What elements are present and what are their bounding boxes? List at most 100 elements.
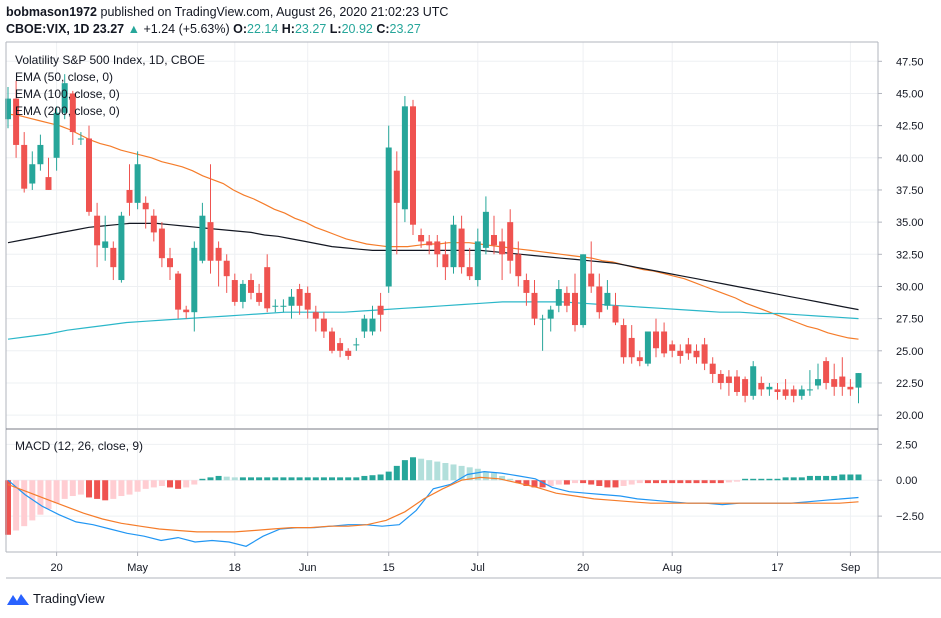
legend-ema200[interactable]: EMA (200, close, 0) — [15, 104, 120, 118]
candle-body — [450, 224, 457, 268]
macd-histogram-bar — [604, 480, 611, 488]
macd-histogram-bar — [653, 480, 659, 484]
symbol-label[interactable]: CBOE:VIX, 1D — [6, 22, 90, 36]
candle-body — [709, 363, 716, 374]
candle-body — [531, 292, 538, 319]
tradingview-brand[interactable]: TradingView — [6, 591, 105, 606]
candle — [572, 273, 578, 332]
candle-body — [410, 106, 416, 225]
candle — [466, 247, 473, 281]
candle-body — [442, 254, 449, 268]
macd-histogram-bar — [628, 480, 635, 485]
macd-histogram-bar — [782, 477, 789, 481]
author-name[interactable]: bobmason1972 — [6, 5, 98, 19]
price-tick-label: 40.00 — [896, 153, 924, 165]
ohlc-line: CBOE:VIX, 1D 23.27 ▲ +1.24 (+5.63%) O:22… — [6, 22, 421, 36]
candle-body — [53, 112, 60, 158]
macd-axis[interactable]: 2.50 0.00 −2.50 — [878, 439, 924, 523]
macd-histogram-bar — [499, 475, 506, 481]
macd-histogram-bar — [742, 478, 749, 481]
candle — [823, 357, 830, 390]
candle — [134, 151, 141, 210]
candle — [701, 337, 708, 371]
candle — [693, 344, 700, 364]
legend-ema50[interactable]: EMA (50, close, 0) — [15, 70, 113, 84]
candle-body — [5, 98, 11, 120]
macd-histogram-bar — [596, 480, 603, 486]
publish-line: bobmason1972 published on TradingView.co… — [6, 5, 448, 19]
candle-body — [734, 376, 740, 392]
macd-histogram-bar — [353, 477, 360, 481]
candle-body — [831, 379, 838, 387]
macd-histogram-bar — [555, 480, 562, 485]
macd-histogram — [5, 457, 862, 535]
macd-histogram-bar — [150, 480, 157, 488]
candle — [86, 125, 92, 216]
candle — [669, 340, 676, 358]
time-tick-label: 18 — [229, 562, 241, 574]
open-label: O: — [233, 22, 248, 36]
macd-histogram-bar — [612, 480, 619, 488]
macd-histogram-bar — [450, 464, 457, 481]
time-axis[interactable]: 20 May 18 Jun 15 Jul 20 Aug 17 Sep — [50, 552, 860, 574]
candle-body — [329, 331, 335, 351]
candle — [199, 202, 206, 264]
candle — [320, 312, 327, 338]
close-value: 23.27 — [389, 22, 421, 36]
macd-histogram-bar — [644, 480, 651, 484]
time-tick-label: 15 — [383, 562, 395, 574]
candle-body — [385, 147, 392, 287]
candle — [207, 164, 214, 274]
candle — [361, 314, 368, 338]
macd-tick-label: −2.50 — [896, 511, 924, 523]
macd-histogram-bar — [239, 477, 246, 481]
candle-body — [13, 98, 20, 145]
price-tick-label: 32.50 — [896, 249, 924, 261]
candle — [345, 348, 352, 360]
candle-body — [61, 83, 68, 113]
candle — [183, 305, 190, 319]
macd-histogram-bar — [385, 471, 392, 481]
candle-body — [806, 389, 813, 391]
published-text: published on TradingView.com, August 26,… — [100, 5, 449, 19]
price-tick-label: 25.00 — [896, 346, 924, 358]
candle — [5, 87, 11, 129]
price-tick-label: 37.50 — [896, 185, 924, 197]
high-label: H: — [281, 22, 295, 36]
candle-body — [29, 164, 36, 184]
candle — [580, 254, 587, 328]
candle — [482, 196, 489, 255]
macd-histogram-bar — [191, 480, 198, 485]
candle-body — [77, 138, 84, 140]
candle — [118, 211, 125, 283]
macd-histogram-bar — [288, 477, 295, 481]
candle-body — [685, 344, 692, 354]
chart-legend: Volatility S&P 500 Index, 1D, CBOE EMA (… — [15, 53, 205, 453]
candle-body — [823, 361, 830, 383]
macd-histogram-bar — [693, 480, 700, 484]
candle-body — [134, 164, 141, 203]
candle-body — [45, 177, 52, 190]
candle — [604, 280, 611, 310]
macd-histogram-bar — [377, 474, 384, 481]
price-axis[interactable]: 20.00 22.50 25.00 27.50 30.00 32.50 35.00 37.50… — [878, 56, 924, 422]
candle — [223, 254, 230, 293]
candle — [304, 286, 311, 319]
candle — [612, 292, 619, 326]
macd-histogram-bar — [855, 474, 862, 481]
candle-body — [183, 309, 190, 313]
price-tick-label: 30.00 — [896, 281, 924, 293]
time-tick-label: 20 — [577, 562, 589, 574]
candle — [653, 318, 659, 358]
candle — [458, 215, 465, 274]
candle — [353, 337, 360, 351]
candle — [393, 151, 400, 255]
macd-histogram-bar — [839, 474, 846, 481]
legend-ema100[interactable]: EMA (100, close, 0) — [15, 87, 120, 101]
candle — [531, 280, 538, 326]
candle — [790, 385, 797, 403]
legend-macd[interactable]: MACD (12, 26, close, 9) — [15, 439, 143, 453]
candle-body — [150, 215, 157, 233]
macd-histogram-bar — [636, 480, 643, 484]
